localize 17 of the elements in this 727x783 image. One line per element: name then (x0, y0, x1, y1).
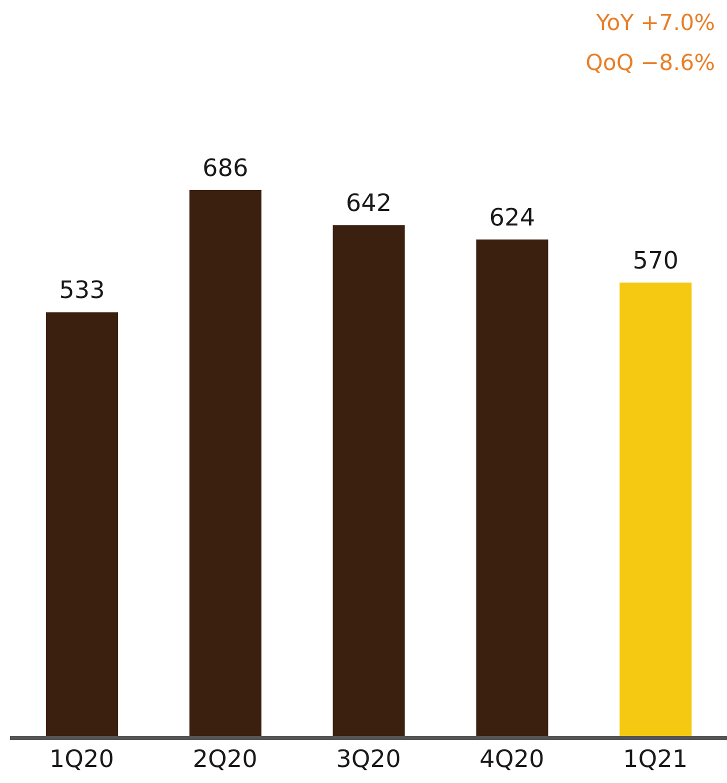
bar (332, 225, 405, 738)
data-label: 686 (202, 154, 248, 182)
x-tick-label: 4Q20 (480, 745, 544, 774)
data-label: 642 (346, 189, 392, 218)
x-tick-label: 2Q20 (192, 745, 258, 774)
x-tick-label: 1Q21 (622, 745, 688, 774)
data-label: 570 (632, 246, 679, 275)
x-tick-label: 1Q20 (49, 745, 114, 774)
x-tick-label: 3Q20 (336, 745, 401, 774)
bar (620, 282, 692, 738)
text: YoY +7.0% (595, 10, 715, 38)
bar (189, 190, 262, 738)
bar (46, 312, 118, 738)
bar (476, 240, 548, 738)
data-label: 533 (59, 276, 105, 304)
data-label: 624 (489, 204, 536, 232)
text: QoQ −8.6% (586, 50, 715, 78)
